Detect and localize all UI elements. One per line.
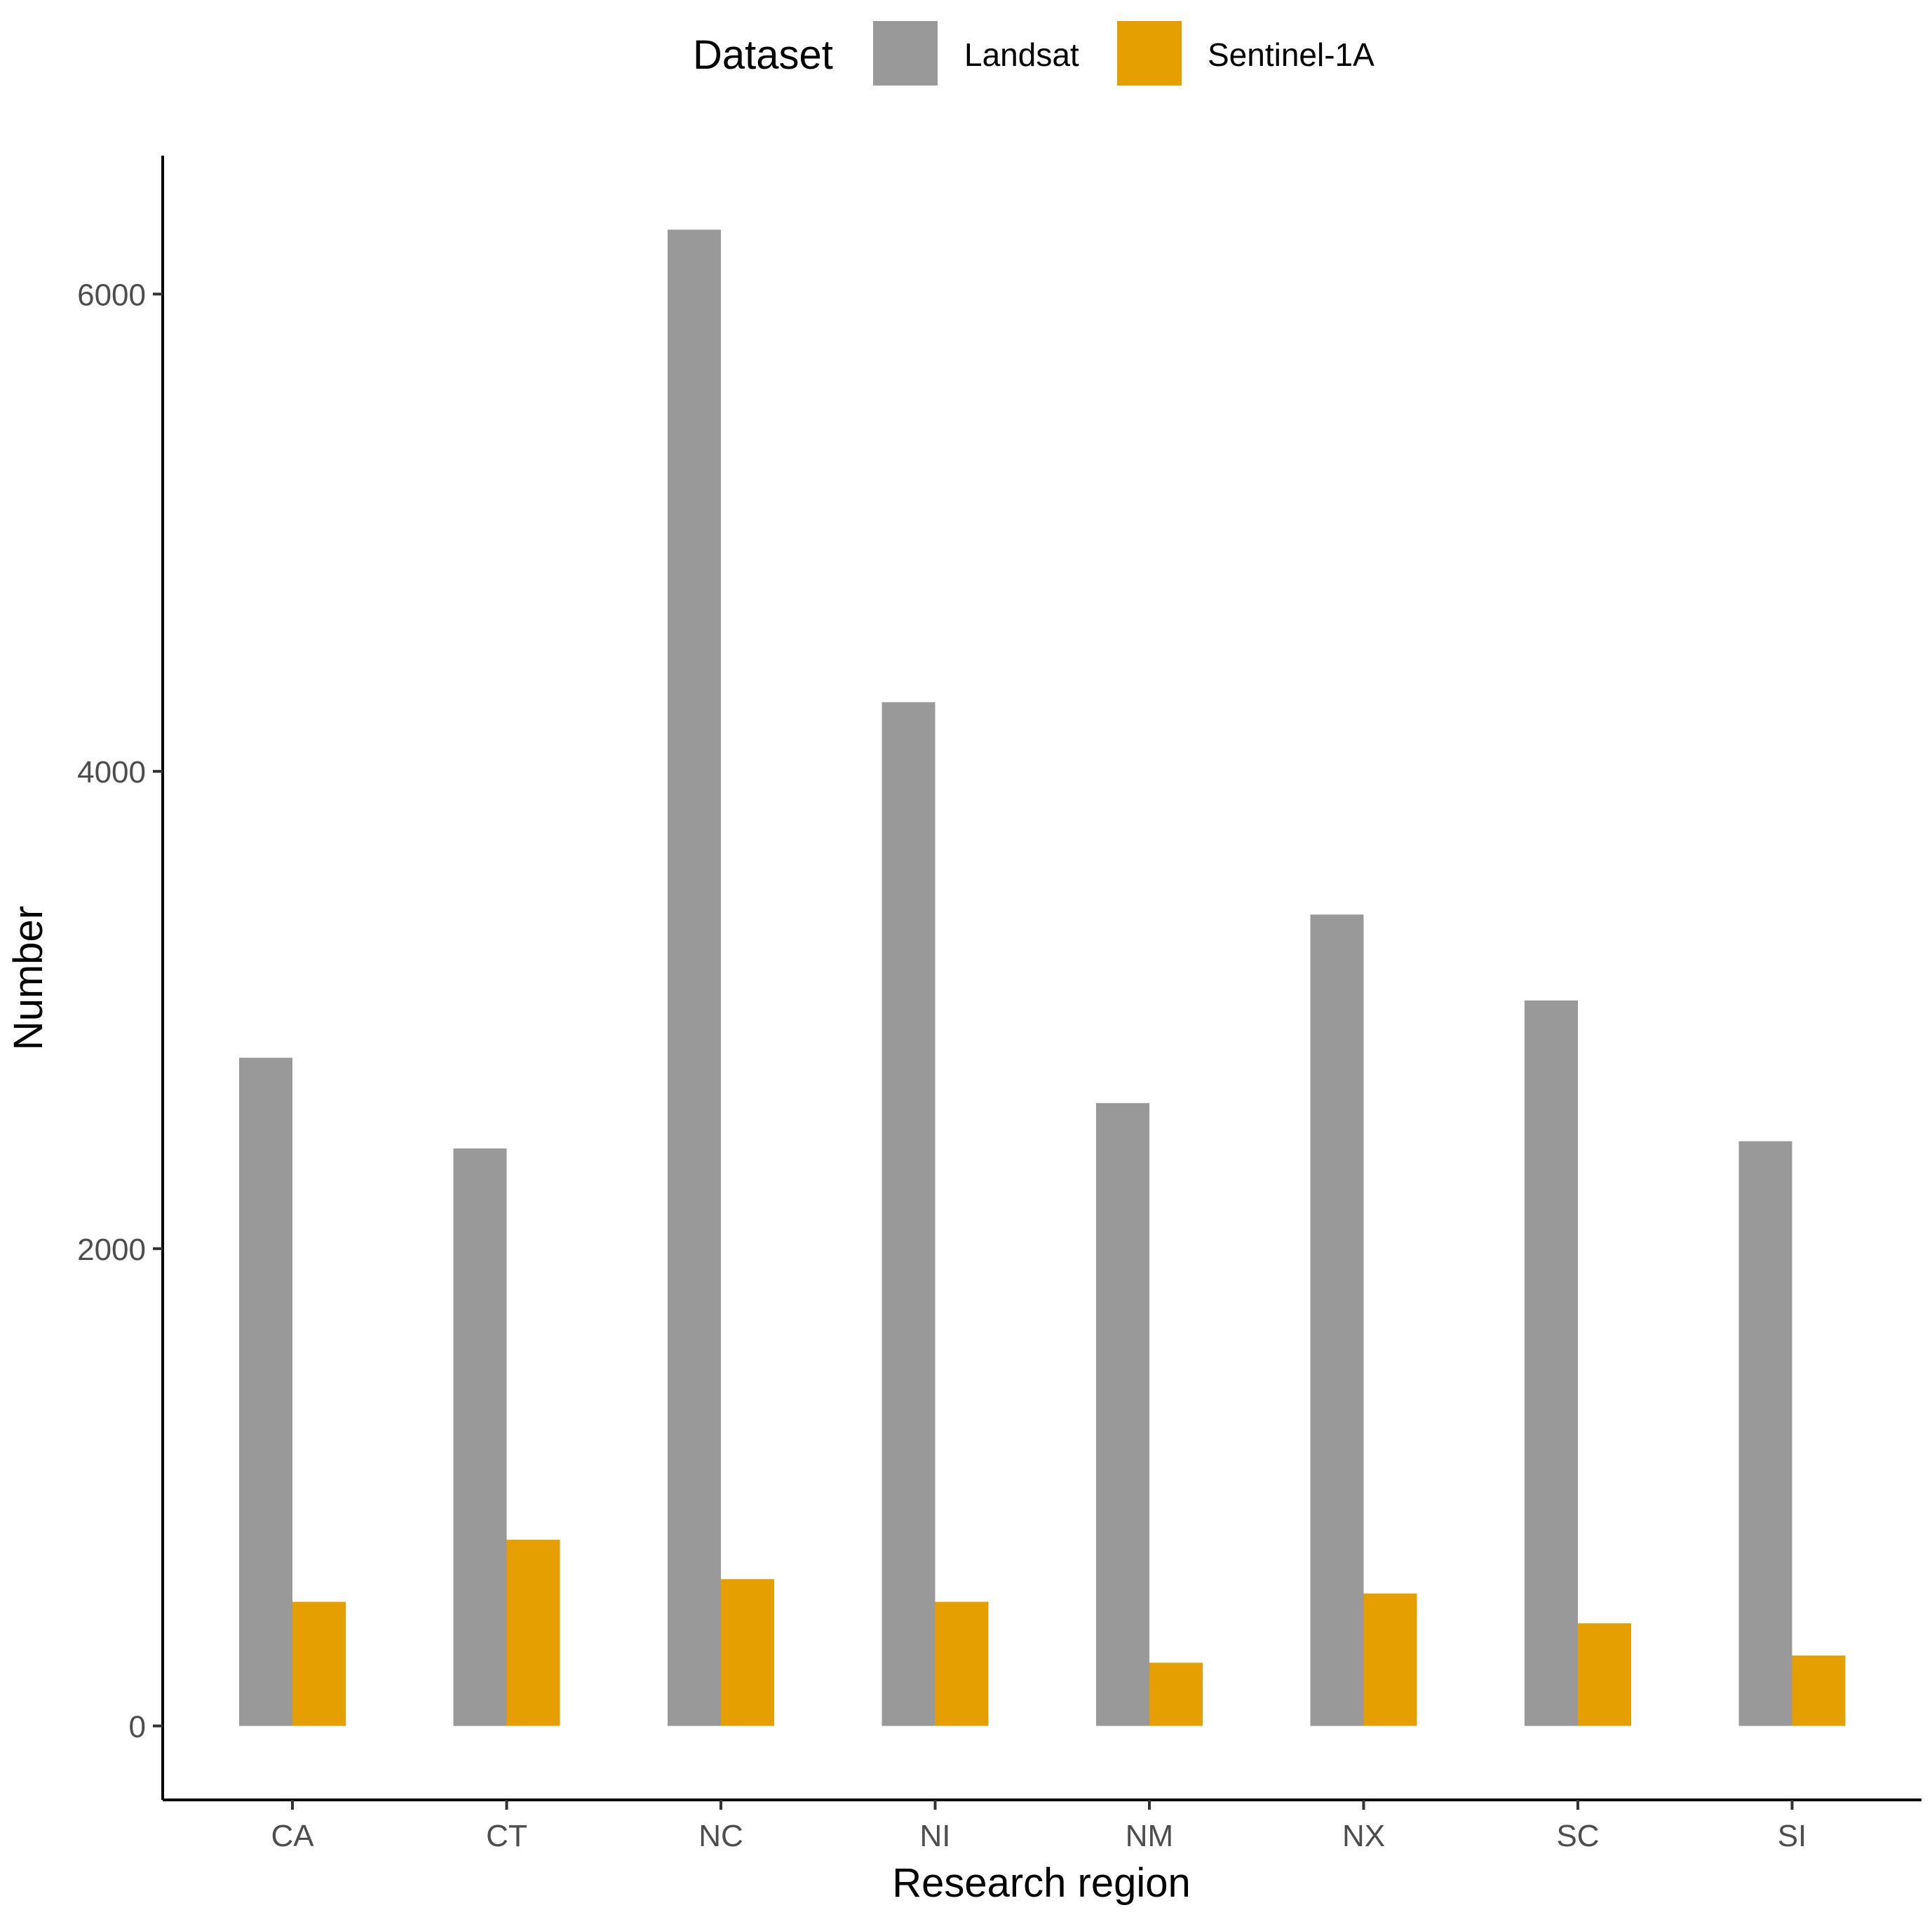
x-tick-label-ct: CT: [486, 1819, 527, 1853]
x-tick-label-nx: NX: [1342, 1819, 1385, 1853]
x-axis: CA CT NC NI NM NX SC SI: [163, 1799, 1921, 1853]
y-axis: 0 2000 4000 6000: [77, 156, 164, 1800]
legend: Dataset Landsat Sentinel-1A: [693, 21, 1374, 86]
bar-sentinel-1a-ni: [935, 1601, 989, 1726]
x-tick-label-si: SI: [1778, 1819, 1807, 1853]
y-tick-label: 0: [129, 1709, 146, 1744]
x-axis-title: Research region: [892, 1860, 1191, 1906]
bar-sentinel-1a-ct: [506, 1540, 560, 1726]
y-tick-label: 4000: [77, 755, 146, 790]
y-tick-label: 6000: [77, 278, 146, 312]
bar-landsat-si: [1738, 1141, 1792, 1726]
legend-label-landsat: Landsat: [964, 36, 1079, 73]
bar-sentinel-1a-sc: [1578, 1623, 1631, 1726]
bar-sentinel-1a-si: [1792, 1655, 1846, 1726]
y-tick-label: 2000: [77, 1233, 146, 1267]
bar-landsat-nx: [1310, 914, 1364, 1726]
x-tick-label-nm: NM: [1126, 1819, 1173, 1853]
bar-sentinel-1a-nc: [721, 1579, 774, 1726]
legend-label-sentinel-1a: Sentinel-1A: [1208, 36, 1374, 73]
bar-sentinel-1a-nx: [1363, 1593, 1417, 1726]
bar-landsat-sc: [1525, 1000, 1578, 1726]
bar-landsat-nm: [1096, 1103, 1149, 1726]
legend-key-sentinel-1a: [1117, 21, 1182, 86]
x-tick-label-sc: SC: [1556, 1819, 1599, 1853]
bar-landsat-ni: [881, 702, 935, 1726]
x-tick-label-ni: NI: [920, 1819, 951, 1853]
legend-title: Dataset: [693, 32, 833, 78]
bar-sentinel-1a-ca: [292, 1601, 346, 1726]
x-tick-label-nc: NC: [698, 1819, 743, 1853]
y-axis-title: Number: [6, 906, 51, 1050]
x-tick-label-ca: CA: [271, 1819, 314, 1853]
bars-layer: [239, 229, 1846, 1726]
bar-landsat-ca: [239, 1057, 292, 1726]
legend-key-landsat: [873, 21, 938, 86]
bar-landsat-ct: [453, 1148, 507, 1726]
bar-sentinel-1a-nm: [1149, 1662, 1203, 1726]
bar-landsat-nc: [668, 229, 721, 1726]
